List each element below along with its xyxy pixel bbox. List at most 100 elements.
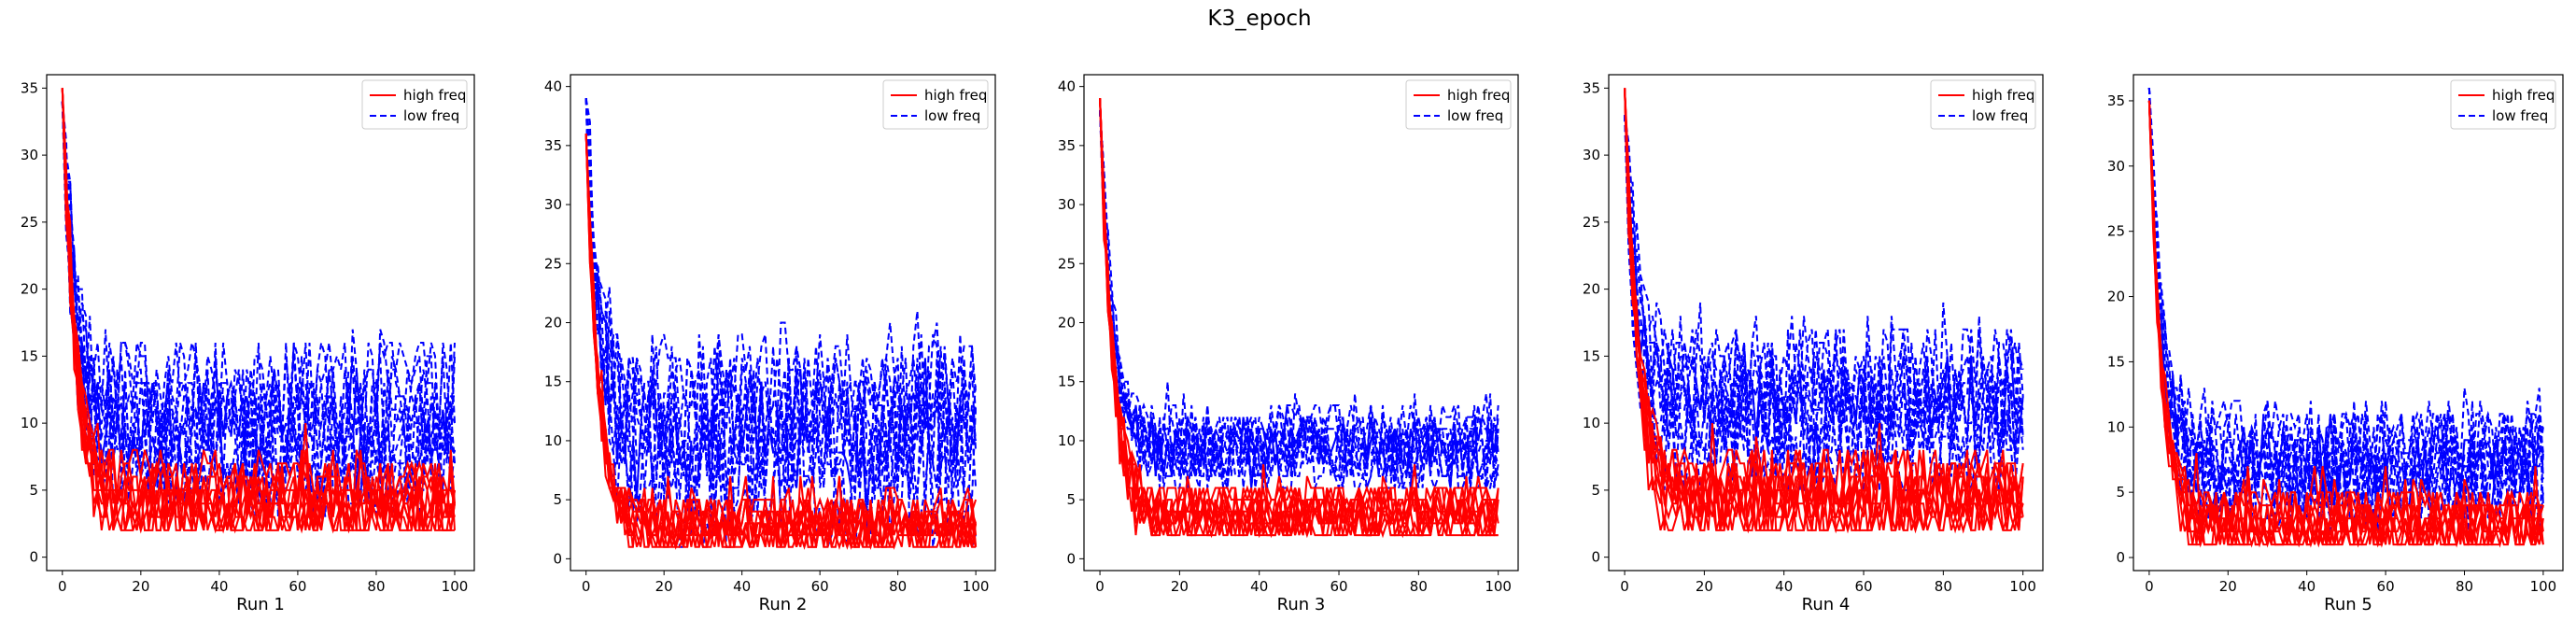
y-tick-label: 0 [29, 549, 38, 566]
y-tick-label: 5 [553, 491, 562, 508]
x-tick-label: 80 [2456, 578, 2473, 595]
x-tick-label: 60 [2377, 578, 2395, 595]
legend-low-freq-label: low freq [924, 107, 980, 124]
legend-low-freq-label: low freq [1447, 107, 1503, 124]
x-tick-label: 100 [963, 578, 990, 595]
y-tick-label: 10 [21, 415, 38, 431]
x-tick-label: 60 [1854, 578, 1872, 595]
high-freq-line [2147, 100, 2544, 546]
y-tick-label: 35 [544, 137, 562, 154]
x-tick-label: 80 [367, 578, 385, 595]
chart-panel-2: 0 20 40 60 80 100 0 5 10 15 20 25 30 35 40 Run 2 high fr… [544, 74, 996, 614]
low-freq-line [1624, 115, 2024, 464]
y-tick-label: 20 [544, 315, 562, 332]
y-tick-label: 0 [1591, 549, 1600, 566]
low-freq-line [1624, 114, 2024, 451]
low-freq-line [2147, 87, 2543, 506]
x-axis-label: Run 3 [1277, 595, 1326, 614]
x-tick-label: 100 [2009, 578, 2036, 595]
y-tick-label: 25 [1058, 255, 1076, 272]
x-tick-label: 60 [811, 578, 829, 595]
x-tick-label: 20 [1696, 578, 1713, 595]
series-group [1099, 98, 1499, 539]
y-tick-label: 15 [544, 374, 562, 390]
axes-frame [1608, 74, 2044, 572]
y-tick-label: 30 [21, 147, 38, 163]
low-freq-line [584, 98, 978, 456]
y-tick-label: 15 [2107, 353, 2125, 370]
low-freq-line [1624, 115, 2024, 464]
legend-high-freq-label: high freq [1972, 87, 2034, 104]
y-tick-label: 10 [2107, 418, 2125, 435]
y-tick-label: 20 [1583, 281, 1600, 298]
y-tick-label: 5 [1591, 482, 1600, 499]
low-freq-line [2147, 87, 2544, 520]
low-freq-line [1099, 109, 1499, 466]
y-tick-label: 10 [1058, 432, 1076, 449]
legend-box [361, 79, 468, 130]
x-tick-label: 60 [1330, 578, 1347, 595]
x-tick-label: 20 [2219, 578, 2237, 595]
x-tick-label: 0 [2145, 578, 2154, 595]
low-freq-line [1624, 115, 2024, 477]
low-freq-line [1624, 115, 2024, 424]
legend-low-freq-label: low freq [2492, 107, 2548, 124]
high-freq-line [61, 88, 456, 534]
legend-low-freq-label: low freq [403, 107, 459, 124]
legend: high freq low freq [361, 79, 468, 130]
x-tick-label: 100 [442, 578, 469, 595]
high-freq-line [1099, 98, 1499, 536]
high-freq-line [584, 134, 978, 548]
legend: high freq low freq [1405, 79, 1512, 130]
x-tick-label: 100 [2530, 578, 2557, 595]
y-tick-label: 40 [544, 78, 562, 95]
y-tick-label: 40 [1058, 78, 1076, 95]
low-freq-line [61, 101, 456, 438]
low-freq-line [584, 98, 978, 524]
low-freq-line [1099, 109, 1499, 477]
y-tick-label: 25 [544, 255, 562, 272]
low-freq-line [1099, 109, 1499, 477]
y-tick-label: 10 [544, 432, 562, 449]
legend-high-freq-label: high freq [1447, 87, 1510, 104]
low-freq-line [1624, 115, 2024, 491]
series-group [2147, 87, 2544, 548]
x-axis-label: Run 4 [1802, 595, 1851, 614]
low-freq-line [61, 101, 456, 451]
low-freq-line [2147, 87, 2543, 494]
low-freq-line [1099, 109, 1499, 477]
legend-box [1405, 79, 1512, 130]
x-tick-label: 40 [1775, 578, 1793, 595]
x-tick-label: 20 [132, 578, 149, 595]
y-tick-label: 0 [2116, 549, 2125, 566]
legend-box [2450, 79, 2556, 130]
x-tick-label: 40 [2298, 578, 2316, 595]
x-tick-label: 60 [289, 578, 306, 595]
low-freq-line [584, 98, 978, 489]
high-freq-line [584, 134, 978, 548]
legend: high freq low freq [2450, 79, 2556, 130]
legend-high-freq-label: high freq [403, 87, 466, 104]
y-tick-label: 5 [1066, 491, 1076, 508]
y-tick-label: 35 [21, 79, 38, 96]
low-freq-line [584, 98, 978, 488]
y-tick-label: 35 [1583, 79, 1600, 96]
y-tick-label: 20 [21, 281, 38, 298]
y-tick-label: 25 [2107, 223, 2125, 240]
x-tick-label: 0 [1620, 578, 1629, 595]
legend: high freq low freq [1930, 79, 2036, 130]
low-freq-line [1099, 109, 1499, 491]
x-tick-label: 100 [1485, 578, 1512, 595]
y-tick-label: 30 [1058, 196, 1076, 213]
chart-panel-3: 0 20 40 60 80 100 0 5 10 15 20 25 30 35 40 Run 3 high fr… [1058, 74, 1519, 614]
legend-box [882, 79, 989, 130]
x-tick-label: 40 [733, 578, 751, 595]
y-tick-label: 15 [21, 347, 38, 364]
x-tick-label: 0 [1095, 578, 1105, 595]
y-tick-label: 5 [2116, 484, 2125, 501]
x-tick-label: 80 [889, 578, 907, 595]
x-tick-label: 40 [210, 578, 228, 595]
low-freq-line [61, 101, 456, 491]
chart-panel-1: 0 20 40 60 80 100 0 5 10 15 20 25 30 35 Run 1 high freq… [21, 74, 475, 614]
high-freq-line [584, 134, 978, 548]
